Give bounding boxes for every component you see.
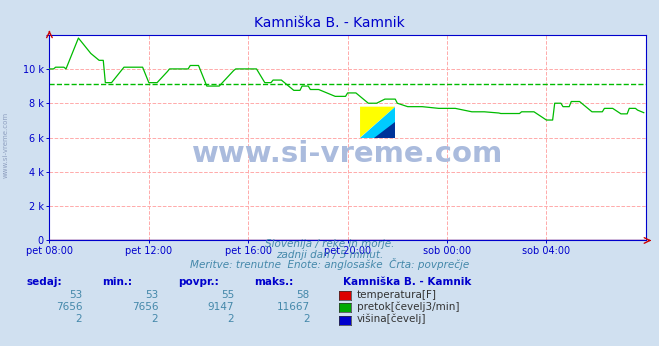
Text: 2: 2 xyxy=(152,315,158,325)
Polygon shape xyxy=(374,122,395,138)
Text: 53: 53 xyxy=(145,290,158,300)
Polygon shape xyxy=(360,107,395,138)
Polygon shape xyxy=(360,107,395,138)
Text: 11667: 11667 xyxy=(277,302,310,312)
Text: Meritve: trenutne  Enote: anglosaške  Črta: povprečje: Meritve: trenutne Enote: anglosaške Črta… xyxy=(190,258,469,270)
Text: sedaj:: sedaj: xyxy=(26,277,62,288)
Text: povpr.:: povpr.: xyxy=(178,277,219,288)
Text: višina[čevelj]: višina[čevelj] xyxy=(357,314,426,325)
Text: 7656: 7656 xyxy=(132,302,158,312)
Text: 53: 53 xyxy=(69,290,82,300)
Text: pretok[čevelj3/min]: pretok[čevelj3/min] xyxy=(357,301,460,312)
Text: zadnji dan / 5 minut.: zadnji dan / 5 minut. xyxy=(276,250,383,260)
Text: 2: 2 xyxy=(227,315,234,325)
Text: temperatura[F]: temperatura[F] xyxy=(357,290,437,300)
Text: 7656: 7656 xyxy=(56,302,82,312)
Text: 9147: 9147 xyxy=(208,302,234,312)
Text: Slovenija / reke in morje.: Slovenija / reke in morje. xyxy=(265,239,394,249)
Text: 2: 2 xyxy=(76,315,82,325)
Text: min.:: min.: xyxy=(102,277,132,288)
Text: www.si-vreme.com: www.si-vreme.com xyxy=(192,140,503,168)
Text: maks.:: maks.: xyxy=(254,277,293,288)
Text: 58: 58 xyxy=(297,290,310,300)
Text: 2: 2 xyxy=(303,315,310,325)
Text: Kamniška B. - Kamnik: Kamniška B. - Kamnik xyxy=(343,277,471,288)
Text: 55: 55 xyxy=(221,290,234,300)
Text: Kamniška B. - Kamnik: Kamniška B. - Kamnik xyxy=(254,16,405,29)
Text: www.si-vreme.com: www.si-vreme.com xyxy=(2,112,9,179)
